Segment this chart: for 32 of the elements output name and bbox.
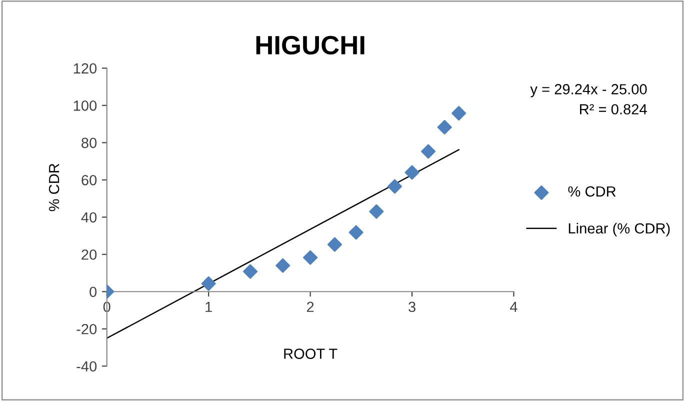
text: R² = 0.824 (580, 104, 647, 114)
x-tick-label: 1 (206, 302, 212, 312)
y-tick-label: 40 (81, 212, 97, 223)
y-tick-label: 0 (90, 286, 97, 298)
y-tick-label: -20 (76, 324, 97, 334)
point (348, 225, 364, 240)
point (452, 106, 466, 121)
y-tick-label: 120 (74, 63, 97, 74)
y-tick-label: 60 (82, 175, 97, 186)
point (437, 120, 452, 134)
legend-label: % CDR (568, 186, 616, 197)
y-axis-title: % CDR (48, 164, 60, 212)
x-tick-label: 2 (306, 302, 314, 312)
y-tick-label: 20 (82, 249, 97, 260)
point (369, 204, 384, 219)
point (243, 264, 258, 279)
x-axis-title: ROOT T (284, 348, 338, 359)
y-tick-label: 100 (74, 100, 97, 111)
point (303, 250, 318, 265)
point (387, 179, 402, 194)
y-tick-label: -40 (76, 361, 97, 372)
point (404, 165, 420, 180)
text: y = 29.24x - 25.00 (530, 84, 647, 98)
point (327, 237, 342, 252)
y-tick-label: 80 (82, 138, 97, 148)
point (201, 276, 216, 291)
legend-label: Linear (% CDR) (568, 222, 670, 236)
point (421, 144, 436, 159)
x-tick-label: 4 (510, 302, 518, 312)
chart-title: HIGUCHI (256, 36, 364, 55)
point (276, 258, 290, 273)
x-tick-label: 3 (408, 302, 416, 312)
